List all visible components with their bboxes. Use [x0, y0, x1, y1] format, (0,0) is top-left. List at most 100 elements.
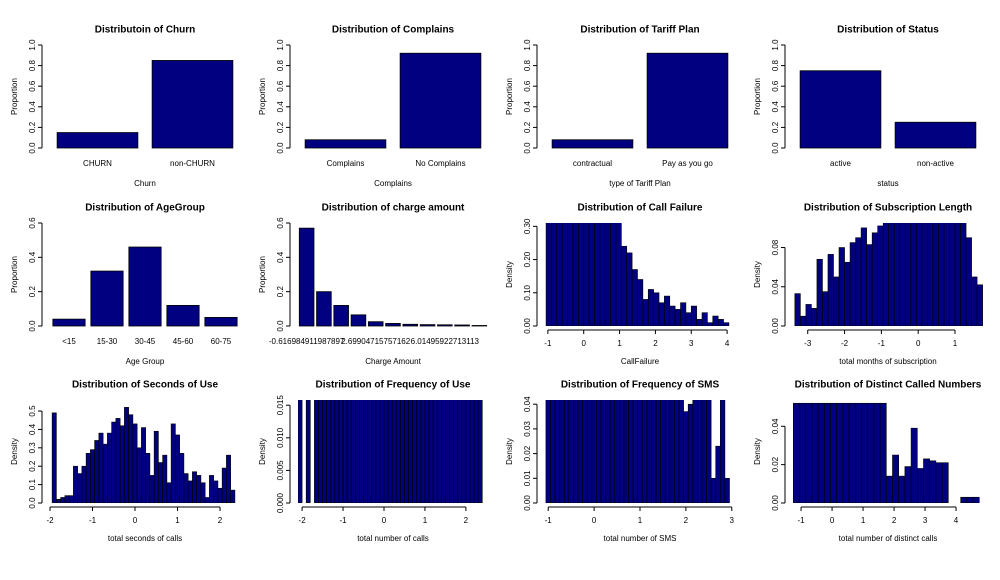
histogram-bar: [412, 400, 418, 503]
y-tick-label: 0.0: [276, 142, 285, 154]
histogram-bar: [965, 237, 972, 326]
histogram-bar: [923, 458, 930, 503]
histogram-bar: [60, 497, 66, 503]
histogram-bar: [943, 223, 950, 326]
histogram-bar: [158, 462, 163, 503]
histogram-bar: [916, 223, 923, 326]
histogram-bar: [420, 400, 426, 503]
bar: [128, 246, 162, 327]
histogram-bar: [124, 407, 129, 503]
x-tick-label: non-active: [917, 159, 954, 168]
y-tick-label: 0.4: [28, 251, 37, 263]
histogram-bar: [449, 400, 454, 503]
x-tick-label: contractual: [573, 159, 612, 168]
histogram-bar: [822, 291, 829, 326]
histogram-bar: [888, 223, 895, 326]
histogram-bar: [196, 475, 202, 503]
histogram-bar: [647, 289, 654, 326]
x-axis-label: type of Tariff Plan: [609, 179, 671, 188]
histogram-bar: [701, 400, 707, 503]
histogram-bar: [298, 400, 303, 503]
y-tick-label: 0.3: [28, 442, 37, 454]
y-tick-label: 0.0: [523, 142, 532, 154]
y-tick-label: 0.2: [276, 121, 285, 133]
histogram-bar: [136, 447, 142, 503]
y-tick-label: 0.01: [523, 470, 532, 486]
histogram-bar: [554, 400, 560, 503]
y-tick-label: 0.8: [523, 59, 532, 71]
histogram-bar: [363, 400, 368, 503]
histogram-bar: [941, 462, 949, 503]
histogram-bar: [591, 400, 597, 503]
histogram-bar: [545, 223, 552, 326]
histogram-bar: [428, 400, 434, 503]
histogram-bar: [669, 305, 676, 326]
x-tick-label: 2: [653, 339, 658, 348]
histogram-bar: [326, 400, 332, 503]
histogram-bar: [715, 445, 721, 503]
bar: [402, 323, 419, 327]
histogram-bar: [578, 223, 585, 326]
bars: [51, 407, 236, 503]
y-tick-label: 0.03: [523, 421, 532, 437]
histogram-bar: [641, 400, 648, 503]
y-axis-label: Density: [505, 438, 514, 465]
histogram-bar: [972, 496, 980, 503]
histogram-bar: [221, 467, 227, 503]
histogram-bar: [586, 400, 593, 503]
histogram-bar: [610, 223, 617, 326]
x-tick-label: -1: [797, 516, 805, 525]
histogram-bar: [877, 225, 884, 326]
histogram-bar: [674, 400, 680, 503]
y-tick-label: 0.2: [28, 460, 37, 472]
histogram-bar: [192, 471, 197, 503]
y-axis-label: Density: [753, 438, 762, 465]
histogram-bar: [632, 400, 639, 503]
histogram-bar: [664, 400, 671, 503]
histogram-bar: [692, 400, 698, 503]
histogram-bar: [605, 400, 611, 503]
x-tick-label: 3: [923, 516, 928, 525]
y-tick-label: 0.000: [276, 492, 285, 513]
panel-title: Distribution of Frequency of SMS: [561, 380, 720, 391]
histogram-bar: [556, 223, 563, 326]
histogram-bar: [793, 402, 800, 503]
x-tick-label: 60-75: [211, 337, 232, 346]
histogram-bar: [921, 223, 928, 326]
histogram-bar: [115, 418, 121, 503]
y-axis-label: Proportion: [505, 78, 514, 115]
histogram-bar: [660, 400, 666, 503]
histogram-bar: [204, 497, 210, 503]
x-tick-label: 4: [954, 516, 959, 525]
histogram-bar: [73, 465, 78, 503]
y-tick-label: 0.6: [276, 80, 285, 92]
histogram-bar: [697, 400, 703, 503]
x-tick-label: 1: [423, 516, 428, 525]
histogram-bar: [882, 223, 890, 326]
histogram-bar: [879, 402, 887, 503]
histogram-bar: [966, 496, 974, 503]
y-tick-label: 0.2: [771, 121, 780, 133]
histogram-bar: [927, 223, 934, 326]
histogram-bar: [90, 449, 95, 503]
histogram-bar: [861, 402, 868, 503]
histogram-bar: [209, 475, 214, 503]
y-axis-label: Density: [753, 261, 762, 288]
y-tick-label: 0.00: [771, 318, 780, 334]
x-axis-label: status: [877, 179, 898, 188]
histogram-bar: [838, 247, 845, 326]
x-tick-label: 30-45: [135, 337, 156, 346]
panel-title: Distribution of Distinct Called Numbers: [795, 380, 982, 391]
panel-title: Distribution of Frequency of Use: [315, 380, 470, 391]
histogram-bar: [545, 400, 551, 503]
x-tick-label: 2: [684, 516, 689, 525]
y-tick-label: 0.010: [276, 427, 285, 448]
histogram-bar: [318, 400, 323, 503]
x-tick-label: 0: [133, 516, 138, 525]
y-axis-label: Proportion: [10, 78, 19, 115]
x-tick-label: 0: [592, 516, 597, 525]
histogram-bar: [128, 414, 134, 503]
bar: [399, 52, 482, 149]
histogram-bar: [338, 400, 344, 503]
histogram-bar: [658, 302, 665, 326]
